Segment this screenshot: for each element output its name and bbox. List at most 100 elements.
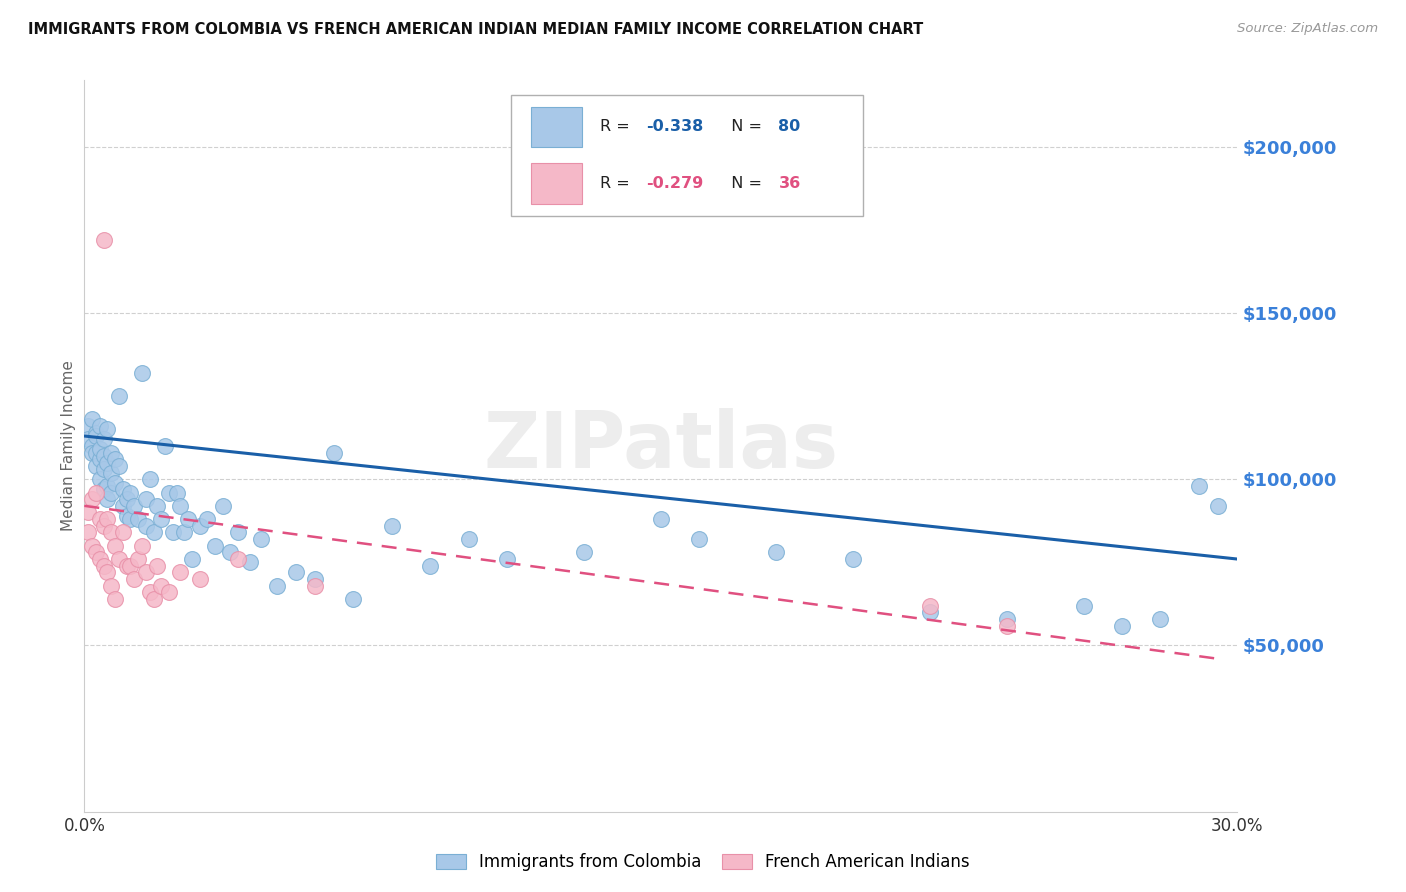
Point bbox=[226, 552, 249, 566]
Point bbox=[131, 366, 153, 380]
Point bbox=[135, 566, 157, 580]
Point bbox=[153, 439, 176, 453]
Point bbox=[1111, 618, 1133, 632]
Point bbox=[84, 429, 107, 443]
Point bbox=[650, 512, 672, 526]
Point bbox=[84, 445, 107, 459]
Point bbox=[104, 452, 127, 467]
Point bbox=[1149, 612, 1171, 626]
Point bbox=[150, 579, 173, 593]
Point bbox=[138, 472, 160, 486]
Point bbox=[211, 499, 233, 513]
Point bbox=[77, 419, 100, 434]
Point bbox=[1073, 599, 1095, 613]
Point bbox=[93, 233, 115, 247]
Point bbox=[104, 591, 127, 606]
Point bbox=[120, 558, 142, 573]
Text: R =: R = bbox=[600, 120, 634, 135]
Point bbox=[157, 485, 180, 500]
Text: 80: 80 bbox=[779, 120, 800, 135]
Point bbox=[250, 532, 273, 546]
Point bbox=[127, 552, 149, 566]
Point bbox=[80, 445, 103, 459]
Point bbox=[115, 492, 138, 507]
Point bbox=[169, 566, 191, 580]
Text: 36: 36 bbox=[779, 176, 800, 191]
FancyBboxPatch shape bbox=[510, 95, 863, 216]
Point bbox=[93, 558, 115, 573]
Point bbox=[195, 512, 218, 526]
Point bbox=[188, 572, 211, 586]
Point bbox=[111, 525, 134, 540]
Point bbox=[181, 552, 204, 566]
Point bbox=[96, 566, 118, 580]
Point bbox=[93, 433, 115, 447]
Point bbox=[572, 545, 595, 559]
Point bbox=[89, 512, 111, 526]
Point bbox=[124, 499, 146, 513]
Point bbox=[93, 518, 115, 533]
Point bbox=[177, 512, 200, 526]
Point bbox=[100, 485, 122, 500]
Point bbox=[142, 591, 165, 606]
Point bbox=[131, 539, 153, 553]
Point bbox=[135, 518, 157, 533]
Point bbox=[157, 585, 180, 599]
Point bbox=[100, 445, 122, 459]
Point bbox=[96, 456, 118, 470]
Point bbox=[204, 539, 226, 553]
Point bbox=[162, 525, 184, 540]
Point bbox=[166, 485, 188, 500]
Point bbox=[169, 499, 191, 513]
Point bbox=[304, 572, 326, 586]
Point bbox=[381, 518, 404, 533]
Point bbox=[226, 525, 249, 540]
Point bbox=[146, 558, 169, 573]
Point bbox=[96, 512, 118, 526]
Legend: Immigrants from Colombia, French American Indians: Immigrants from Colombia, French America… bbox=[427, 845, 979, 880]
Point bbox=[688, 532, 710, 546]
Point bbox=[342, 591, 364, 606]
Point bbox=[100, 466, 122, 480]
Point bbox=[89, 419, 111, 434]
Point bbox=[124, 572, 146, 586]
Text: Source: ZipAtlas.com: Source: ZipAtlas.com bbox=[1237, 22, 1378, 36]
Text: -0.279: -0.279 bbox=[645, 176, 703, 191]
Bar bbox=[530, 107, 582, 147]
Point bbox=[80, 492, 103, 507]
Point bbox=[284, 566, 307, 580]
Y-axis label: Median Family Income: Median Family Income bbox=[60, 360, 76, 532]
Point bbox=[111, 482, 134, 496]
Point bbox=[77, 433, 100, 447]
Point bbox=[108, 552, 131, 566]
Point bbox=[765, 545, 787, 559]
Point bbox=[239, 555, 262, 569]
Point bbox=[496, 552, 519, 566]
Point bbox=[89, 472, 111, 486]
Point bbox=[419, 558, 441, 573]
Point bbox=[173, 525, 195, 540]
Point bbox=[457, 532, 479, 546]
Point bbox=[188, 518, 211, 533]
Point bbox=[89, 452, 111, 467]
Point bbox=[84, 545, 107, 559]
Point bbox=[115, 508, 138, 523]
Point bbox=[146, 499, 169, 513]
Point bbox=[84, 425, 107, 440]
Point bbox=[918, 599, 941, 613]
Point bbox=[266, 579, 288, 593]
Point bbox=[104, 539, 127, 553]
Point bbox=[142, 525, 165, 540]
Point bbox=[84, 485, 107, 500]
Point bbox=[115, 558, 138, 573]
Point bbox=[93, 449, 115, 463]
Point bbox=[77, 506, 100, 520]
Point bbox=[80, 539, 103, 553]
Point bbox=[995, 618, 1018, 632]
Text: IMMIGRANTS FROM COLOMBIA VS FRENCH AMERICAN INDIAN MEDIAN FAMILY INCOME CORRELAT: IMMIGRANTS FROM COLOMBIA VS FRENCH AMERI… bbox=[28, 22, 924, 37]
Text: N =: N = bbox=[721, 176, 766, 191]
Bar bbox=[530, 163, 582, 203]
Point bbox=[77, 525, 100, 540]
Point bbox=[80, 412, 103, 426]
Point bbox=[89, 552, 111, 566]
